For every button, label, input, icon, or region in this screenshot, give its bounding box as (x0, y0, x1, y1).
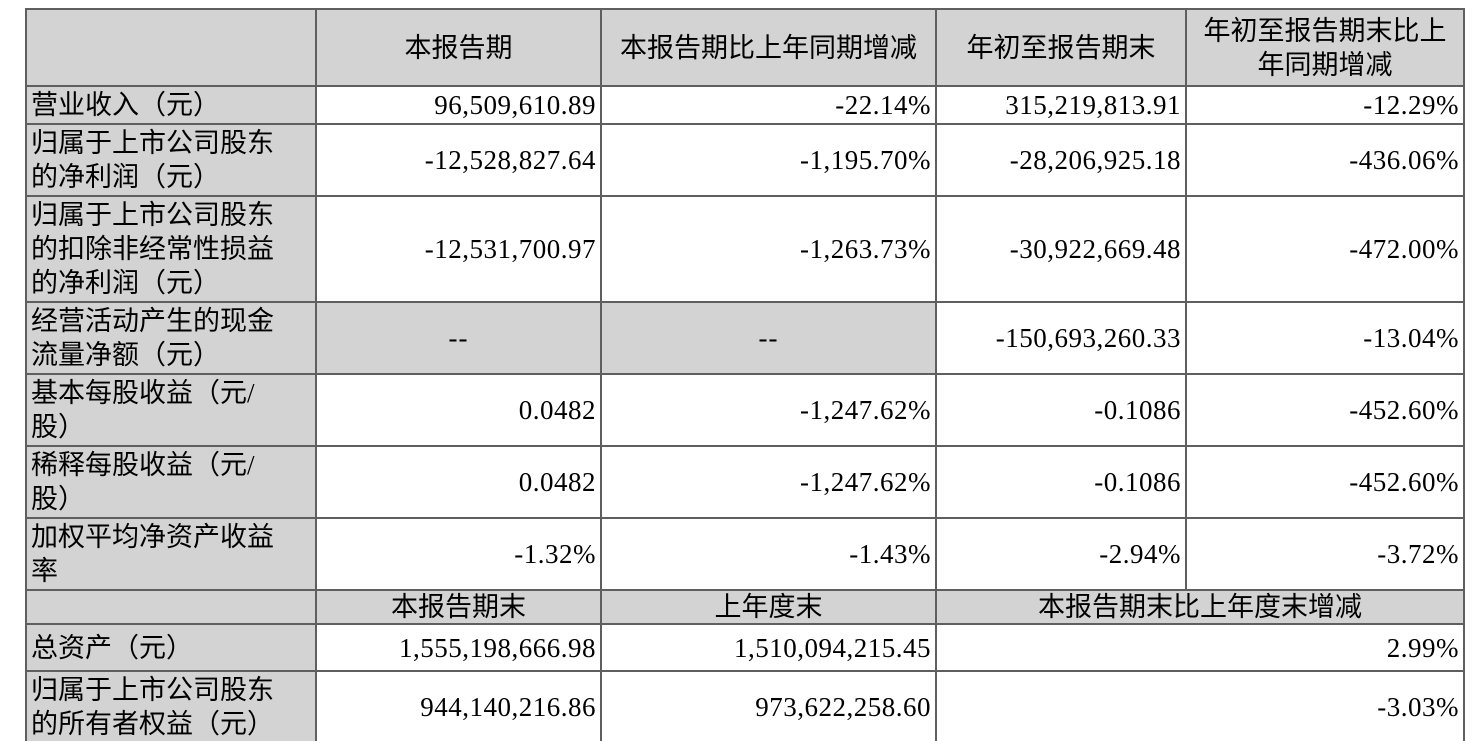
cell-value: -12,528,827.64 (315, 123, 602, 197)
table-row-operating-cash-flow: 经营活动产生的现金 流量净额（元） -- -- -150,693,260.33 … (25, 301, 1465, 375)
row-label: 归属于上市公司股东 的净利润（元） (25, 123, 317, 197)
cell-value: 1,510,094,215.45 (600, 623, 937, 672)
cell-value: -0.1086 (935, 445, 1187, 519)
section2-header-row: 本报告期末 上年度末 本报告期末比上年度末增减 (25, 589, 1465, 625)
row-label: 稀释每股收益（元/ 股） (25, 445, 317, 519)
table-row-diluted-eps: 稀释每股收益（元/ 股） 0.0482 -1,247.62% -0.1086 -… (25, 445, 1465, 519)
cell-value: 944,140,216.86 (315, 670, 602, 741)
table-row-owners-equity: 归属于上市公司股东 的所有者权益（元） 944,140,216.86 973,6… (25, 670, 1465, 741)
cell-value: -1.32% (315, 517, 602, 591)
section2-header-period-end: 本报告期末 (315, 589, 602, 625)
cell-value: -- (600, 301, 937, 375)
cell-value: -13.04% (1185, 301, 1465, 375)
section2-header-prior-year-end: 上年度末 (600, 589, 937, 625)
financial-summary-table: 本报告期 本报告期比上年同期增减 年初至报告期末 年初至报告期末比上 年同期增减… (25, 8, 1465, 741)
cell-value: -1,247.62% (600, 373, 937, 447)
cell-value: -2.94% (935, 517, 1187, 591)
row-label: 营业收入（元） (25, 85, 317, 125)
cell-value: -452.60% (1185, 373, 1465, 447)
header-current-period: 本报告期 (315, 8, 602, 87)
cell-value: 96,509,610.89 (315, 85, 602, 125)
header-row: 本报告期 本报告期比上年同期增减 年初至报告期末 年初至报告期末比上 年同期增减 (25, 8, 1465, 87)
cell-value: -12,531,700.97 (315, 195, 602, 303)
cell-value: -22.14% (600, 85, 937, 125)
header-yoy-change: 本报告期比上年同期增减 (600, 8, 937, 87)
section2-header-change: 本报告期末比上年度末增减 (935, 589, 1465, 625)
table-row-basic-eps: 基本每股收益（元/ 股） 0.0482 -1,247.62% -0.1086 -… (25, 373, 1465, 447)
row-label: 归属于上市公司股东 的扣除非经常性损益 的净利润（元） (25, 195, 317, 303)
cell-value: -30,922,669.48 (935, 195, 1187, 303)
cell-value: -1,247.62% (600, 445, 937, 519)
row-label: 基本每股收益（元/ 股） (25, 373, 317, 447)
cell-value: -28,206,925.18 (935, 123, 1187, 197)
cell-value: 0.0482 (315, 445, 602, 519)
row-label: 加权平均净资产收益 率 (25, 517, 317, 591)
cell-value: -150,693,260.33 (935, 301, 1187, 375)
cell-value: -12.29% (1185, 85, 1465, 125)
table-row-total-assets: 总资产（元） 1,555,198,666.98 1,510,094,215.45… (25, 623, 1465, 672)
section2-header-corner (25, 589, 317, 625)
cell-value: -1,195.70% (600, 123, 937, 197)
table-row-net-profit: 归属于上市公司股东 的净利润（元） -12,528,827.64 -1,195.… (25, 123, 1465, 197)
cell-value: -1,263.73% (600, 195, 937, 303)
cell-value: -3.03% (935, 670, 1465, 741)
cell-value: -1.43% (600, 517, 937, 591)
cell-value: -3.72% (1185, 517, 1465, 591)
cell-value: 0.0482 (315, 373, 602, 447)
header-ytd-yoy-change: 年初至报告期末比上 年同期增减 (1185, 8, 1465, 87)
cell-value: 2.99% (935, 623, 1465, 672)
header-corner-cell (25, 8, 317, 87)
cell-value: -472.00% (1185, 195, 1465, 303)
table-row-net-profit-excl-nonrecurring: 归属于上市公司股东 的扣除非经常性损益 的净利润（元） -12,531,700.… (25, 195, 1465, 303)
table-row-revenue: 营业收入（元） 96,509,610.89 -22.14% 315,219,81… (25, 85, 1465, 125)
row-label: 总资产（元） (25, 623, 317, 672)
cell-value: -452.60% (1185, 445, 1465, 519)
row-label: 经营活动产生的现金 流量净额（元） (25, 301, 317, 375)
cell-value: 973,622,258.60 (600, 670, 937, 741)
table-row-weighted-roe: 加权平均净资产收益 率 -1.32% -1.43% -2.94% -3.72% (25, 517, 1465, 591)
cell-value: 1,555,198,666.98 (315, 623, 602, 672)
cell-value: -436.06% (1185, 123, 1465, 197)
header-ytd: 年初至报告期末 (935, 8, 1187, 87)
cell-value: -0.1086 (935, 373, 1187, 447)
cell-value: -- (315, 301, 602, 375)
row-label: 归属于上市公司股东 的所有者权益（元） (25, 670, 317, 741)
cell-value: 315,219,813.91 (935, 85, 1187, 125)
